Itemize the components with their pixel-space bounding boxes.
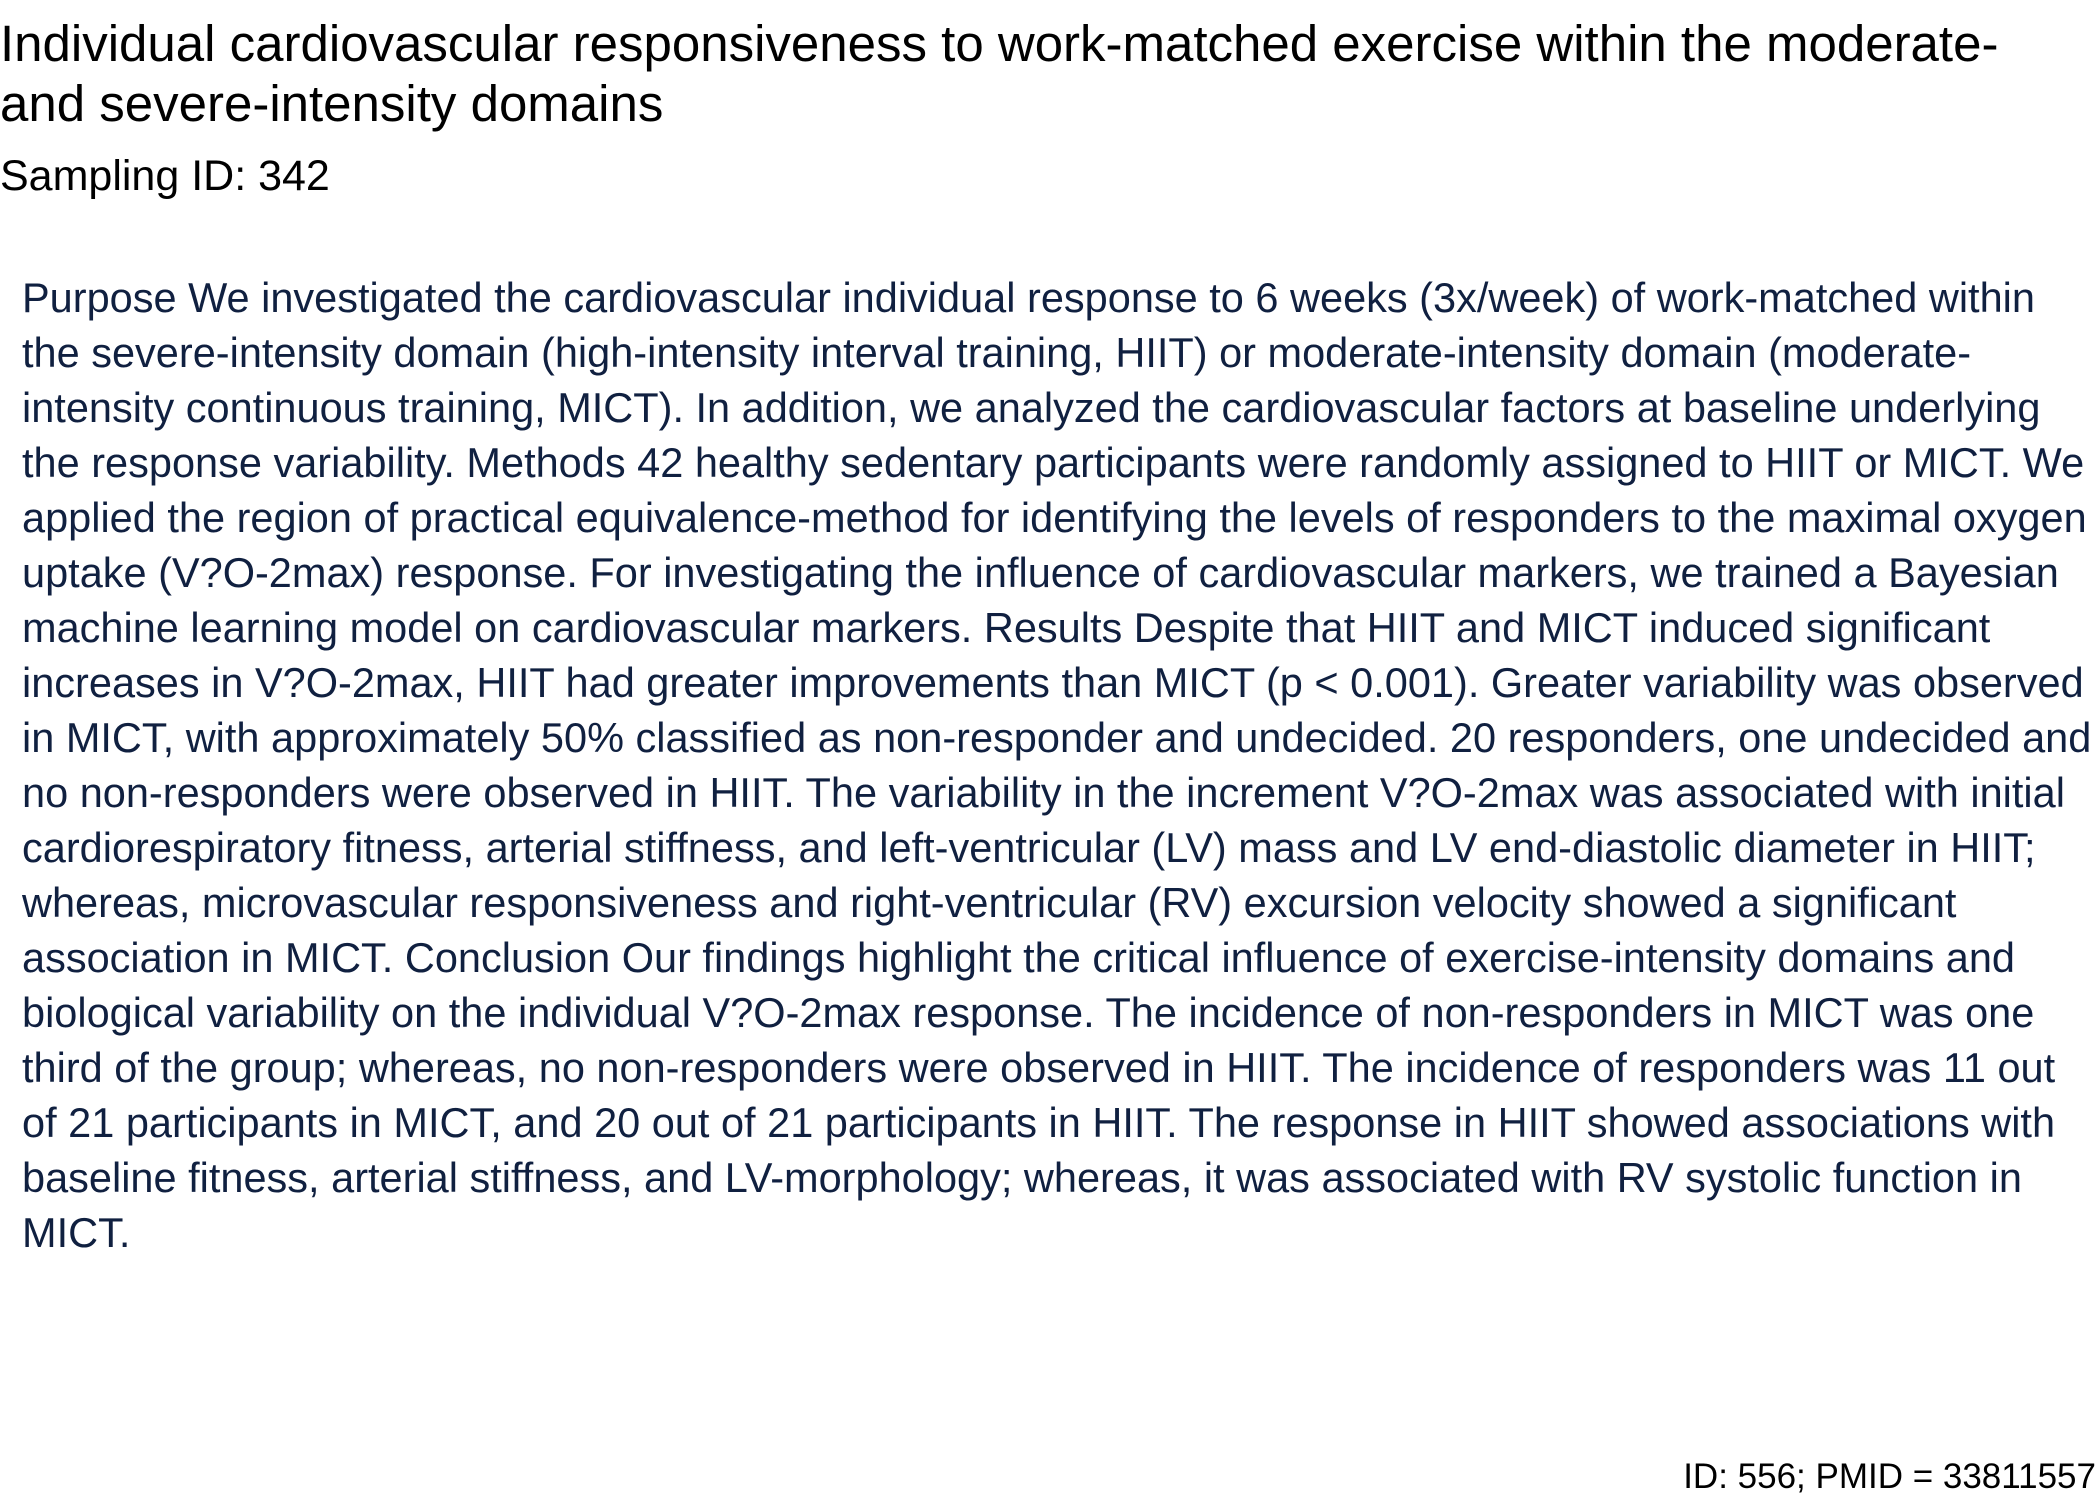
sampling-id: Sampling ID: 342 [0, 152, 330, 200]
footer-id: ID: 556; PMID = 33811557 [1683, 1457, 2096, 1496]
abstract-text: Purpose We investigated the cardiovascul… [22, 274, 2092, 1256]
document-title: Individual cardiovascular responsiveness… [0, 15, 1999, 132]
